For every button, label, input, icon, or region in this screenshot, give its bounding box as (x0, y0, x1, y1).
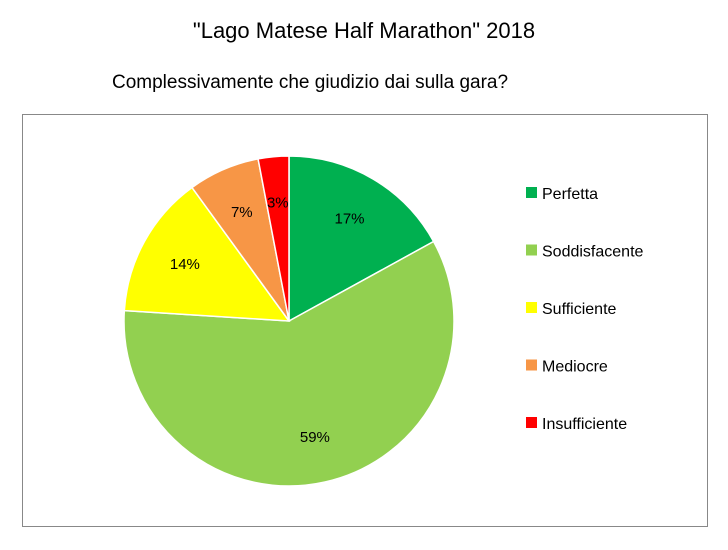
chart-legend: Perfetta Soddisfacente Sufficiente Mediocre… (526, 186, 644, 433)
legend-swatch-insufficiente (526, 417, 537, 428)
data-label-insufficiente: 3% (267, 195, 289, 212)
pie-slice-insufficiente (257, 155, 290, 322)
pie-slice-sufficiente (123, 186, 291, 322)
legend-label-soddisfacente: Soddisfacente (542, 244, 644, 261)
data-label-sufficiente: 14% (170, 256, 200, 273)
data-label-soddisfacente: 59% (300, 429, 330, 446)
pie-slice-perfetta (288, 155, 435, 323)
data-label-mediocre: 7% (231, 204, 253, 221)
chart-frame (22, 114, 708, 527)
pie-slice-soddisfacente (123, 240, 455, 487)
legend-swatch-sufficiente (526, 302, 537, 313)
legend-label-sufficiente: Sufficiente (542, 301, 617, 318)
chart-subtitle: Complessivamente che giudizio dai sulla … (112, 72, 509, 93)
legend-swatch-soddisfacente (526, 244, 537, 256)
legend-label-perfetta: Perfetta (542, 186, 598, 203)
pie-data-labels: 17% 59% 14% 7% 3% (170, 195, 365, 446)
legend-swatch-perfetta (526, 187, 537, 198)
legend-label-insufficiente: Insufficiente (542, 416, 627, 433)
data-label-perfetta: 17% (334, 211, 364, 228)
chart-title: "Lago Matese Half Marathon" 2018 (192, 18, 536, 43)
legend-label-mediocre: Mediocre (542, 359, 608, 376)
pie-slices (123, 155, 455, 487)
legend-swatch-mediocre (526, 359, 537, 371)
